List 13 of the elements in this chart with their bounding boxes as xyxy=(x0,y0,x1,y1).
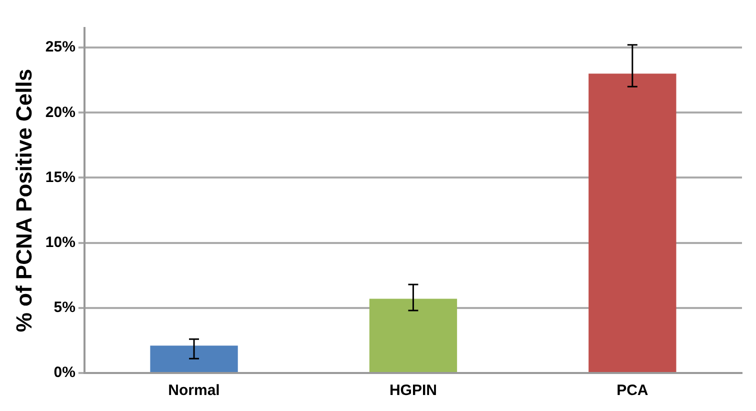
y-tick-label: 20% xyxy=(45,104,76,121)
y-tick-label: 5% xyxy=(54,299,76,316)
y-tick-label: 15% xyxy=(45,168,76,186)
bar xyxy=(588,74,676,372)
x-tick-label: PCA xyxy=(616,382,648,400)
x-tick-label: Normal xyxy=(168,382,220,400)
y-tick-label: 25% xyxy=(45,38,76,56)
x-tick-label: HGPIN xyxy=(389,382,437,400)
bar xyxy=(369,298,458,372)
y-tick-label: 10% xyxy=(45,234,76,251)
y-tick-label: 0% xyxy=(54,364,76,382)
bar xyxy=(150,346,238,372)
y-axis-title: % of PCNA Positive Cells xyxy=(11,68,36,332)
